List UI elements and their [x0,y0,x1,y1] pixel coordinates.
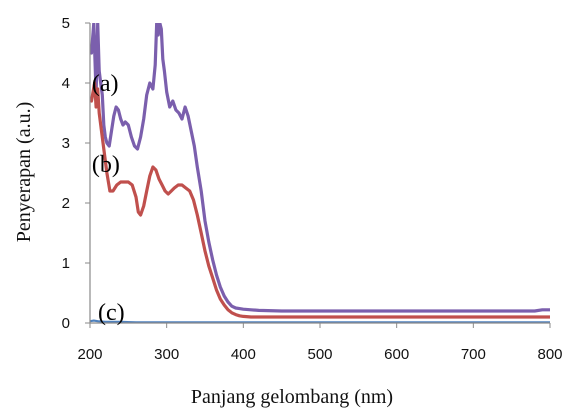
series-line-c [90,319,550,323]
x-tick-label: 700 [461,346,486,363]
series-layer [90,23,550,323]
annotation-c: (c) [98,300,125,326]
x-tick-label: 400 [231,346,256,363]
y-tick-label: 5 [62,15,70,32]
x-tick-label: 800 [537,346,562,363]
annotation-a: (a) [92,71,119,97]
annotations: (a) (b) (c) [92,71,125,326]
y-tick-label: 3 [62,135,70,152]
x-tick-label: 300 [154,346,179,363]
y-tick-label: 4 [62,75,70,92]
y-tick-label: 2 [62,195,70,212]
y-axis-title: Penyerapan (a.u.) [13,102,35,243]
y-tick-label: 1 [62,255,70,272]
x-tick-label: 600 [384,346,409,363]
series-line-a [90,23,550,313]
axes-layer [85,22,551,328]
tick-labels: 0 1 2 3 4 5 200 300 400 500 600 700 800 [62,15,563,363]
x-tick-label: 200 [77,346,102,363]
annotation-b: (b) [92,152,120,178]
x-tick-label: 500 [307,346,332,363]
series-line-b [90,81,550,319]
x-axis-title: Panjang gelombang (nm) [191,386,393,408]
y-tick-label: 0 [62,315,70,332]
